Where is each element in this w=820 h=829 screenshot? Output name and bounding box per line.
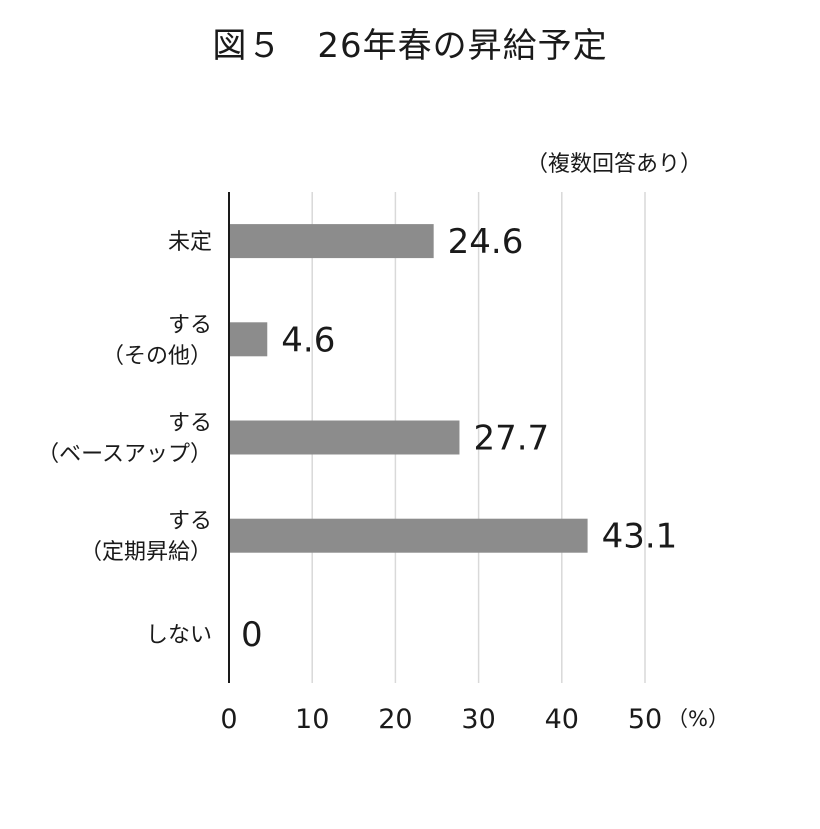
- category-label-0-0: 未定: [168, 230, 212, 255]
- x-unit-label: （%）: [667, 707, 729, 731]
- bar-3: [229, 518, 588, 553]
- category-label-2-0: する: [168, 411, 212, 436]
- category-label-1-0: する: [168, 313, 212, 338]
- value-label-1: 4.6: [281, 320, 335, 360]
- value-label-2: 27.7: [473, 419, 549, 459]
- x-tick-label-0: 0: [220, 704, 237, 735]
- x-tick-label-20: 20: [378, 704, 412, 735]
- x-tick-label-30: 30: [461, 704, 495, 735]
- labels: 0 10 20 30 40 50 （%） 24.6 未定 4.6 する （その他） 27.7 する （ベース…: [37, 222, 729, 735]
- bars: [229, 224, 588, 553]
- bar-1: [229, 322, 268, 357]
- x-tick-label-40: 40: [545, 704, 579, 735]
- category-label-2-1: （ベースアップ）: [37, 442, 212, 467]
- value-label-0: 24.6: [448, 222, 524, 262]
- value-label-3: 43.1: [602, 517, 678, 557]
- chart-note: （複数回答あり）: [525, 152, 702, 177]
- chart-title: 図５ 26年春の昇給予定: [212, 26, 608, 66]
- category-label-4-0: しない: [146, 623, 212, 648]
- category-label-3-1: （定期昇給）: [80, 540, 212, 565]
- x-tick-label-10: 10: [295, 704, 329, 735]
- bar-2: [229, 420, 460, 455]
- x-tick-label-50: 50: [628, 704, 662, 735]
- value-label-4: 0: [241, 615, 263, 655]
- category-label-1-1: （その他）: [102, 344, 212, 369]
- bar-0: [229, 224, 434, 259]
- category-label-3-0: する: [168, 509, 212, 534]
